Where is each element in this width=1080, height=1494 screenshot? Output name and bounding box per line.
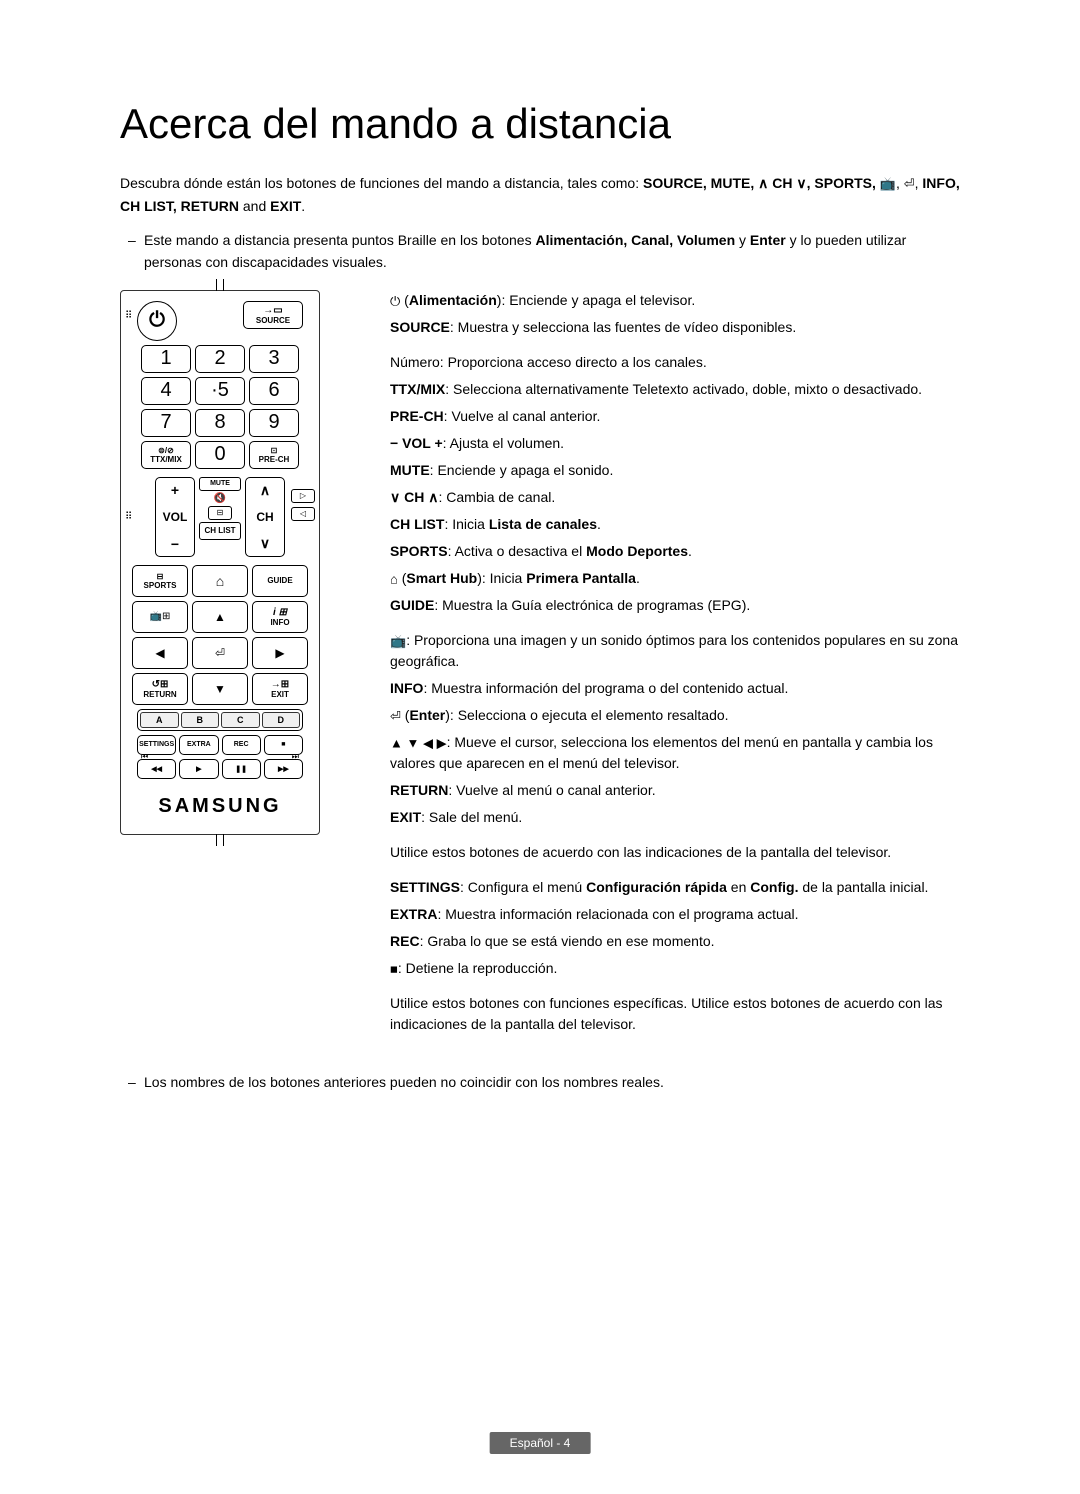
num-4: 4 [141,377,191,405]
rewind-button: ◀◀ [137,759,176,779]
sports-button: ⊟SPORTS [132,565,188,597]
left-button: ◀ [132,637,188,669]
footer-note: Los nombres de los botones anteriores pu… [120,1071,960,1093]
ttxmix-button: ⊜/⊘TTX/MIX [141,441,191,469]
braille-note: Este mando a distancia presenta puntos B… [120,229,960,274]
source-button: →▭SOURCE [243,301,303,329]
remote-diagram: ⠿ ⏻ →▭SOURCE 1 2 3 4 ·5 6 7 8 9 ⊜/⊘TTX/M… [120,290,360,1041]
chlist-button: CH LIST [199,522,241,540]
page-number: Español - 4 [490,1432,591,1454]
num-2: 2 [195,345,245,373]
play-button: ▶ [179,759,218,779]
right-button: ▶ [252,637,308,669]
samsung-logo: SAMSUNG [129,795,311,818]
guide-button: GUIDE [252,565,308,597]
return-button: ↺⊞RETURN [132,673,188,705]
num-0: 0 [195,441,245,469]
geo-button: 📺⊞ [132,601,188,633]
intro-text: Descubra dónde están los botones de func… [120,172,960,217]
up-button: ▲ [192,601,248,633]
enter-button: ⏎ [192,637,248,669]
descriptions-list: ⏻ (Alimentación): Enciende y apaga el te… [390,290,960,1041]
down-button: ▼ [192,673,248,705]
num-9: 9 [249,409,299,437]
color-buttons: A B C D [137,709,303,731]
pause-button: ❚❚ [222,759,261,779]
extra-button: EXTRA [179,735,218,755]
forward-button: ▶▶ [264,759,303,779]
ch-button: ∧CH∨ [245,477,285,557]
num-8: 8 [195,409,245,437]
side-icon-2: ◁ [291,507,315,521]
side-icon-1: ▷ [291,489,315,503]
rec-button: REC [222,735,261,755]
info-button: i ⊞INFO [252,601,308,633]
num-5: ·5 [195,377,245,405]
mute-button: MUTE [199,477,241,491]
num-7: 7 [141,409,191,437]
vol-button: +VOL− [155,477,195,557]
num-1: 1 [141,345,191,373]
page-title: Acerca del mando a distancia [120,100,960,148]
num-6: 6 [249,377,299,405]
smarthub-button: ⌂ [192,565,248,597]
exit-button: →⊞EXIT [252,673,308,705]
prech-button: ⊡PRE-CH [249,441,299,469]
power-button: ⏻ [137,301,177,341]
num-3: 3 [249,345,299,373]
